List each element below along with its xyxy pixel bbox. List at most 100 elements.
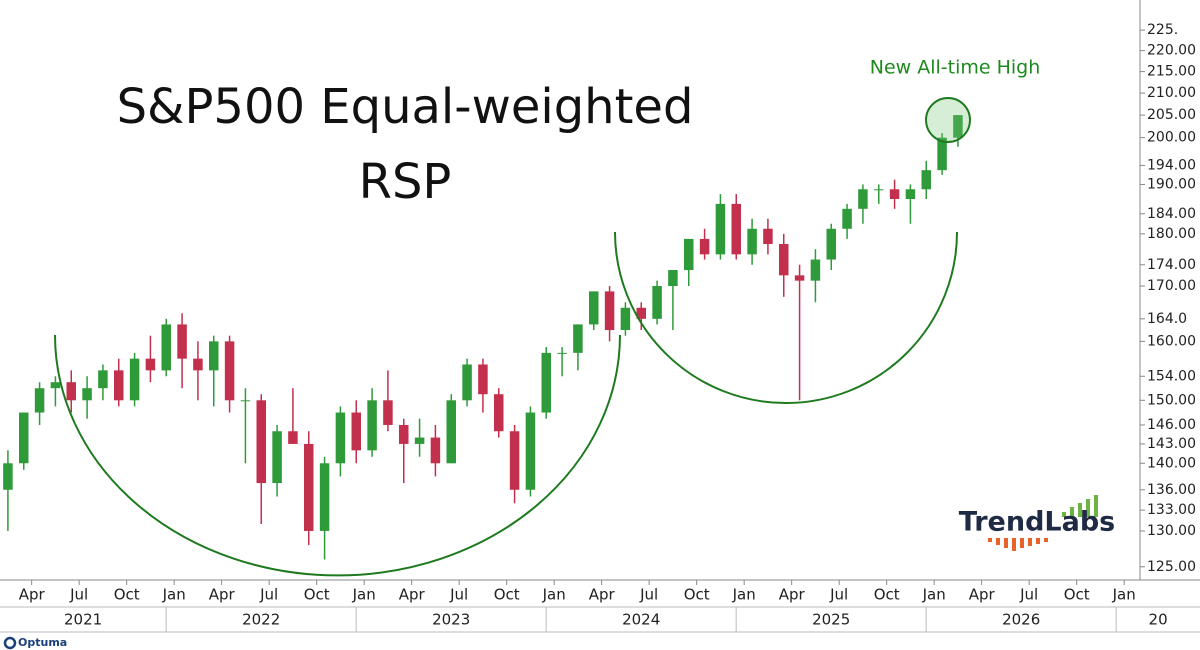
brand: TrendLabs [959, 507, 1115, 538]
chart-title: S&P500 Equal-weighted [117, 79, 694, 135]
candle-body [636, 307, 646, 319]
candle-body [779, 244, 789, 276]
candle-body [304, 443, 314, 531]
candle-body [209, 341, 219, 371]
candle-body [525, 412, 536, 490]
y-tick-label: 136.00 [1147, 482, 1196, 498]
candle-body [763, 228, 773, 245]
candle-body [573, 324, 583, 353]
candle-body [747, 228, 757, 255]
y-tick-label: 205.00 [1147, 107, 1196, 123]
candle-body [82, 388, 92, 401]
x-tick-label: Apr [969, 586, 996, 604]
candle-body [858, 189, 868, 209]
candle-body [256, 400, 266, 484]
x-tick-label: Apr [209, 586, 236, 604]
candle-body [937, 137, 947, 171]
x-tick-label: Jul [829, 586, 848, 604]
highlight-circle [925, 97, 971, 143]
year-label: 2024 [622, 611, 660, 629]
year-label: 20 [1149, 611, 1168, 629]
candle-body [874, 189, 884, 191]
candle-body [953, 115, 963, 138]
x-tick-label: Jul [639, 586, 658, 604]
x-tick-label: Jan [352, 586, 376, 604]
candle-body [541, 352, 551, 413]
x-tick-label: Jan [162, 586, 186, 604]
y-tick-label: 200.00 [1147, 130, 1196, 146]
brand-logo: TrendLabs [959, 495, 1115, 551]
x-tick-label: Jan [1112, 586, 1136, 604]
cup-arc [614, 231, 958, 404]
candles [3, 115, 963, 560]
x-tick-label: Jan [542, 586, 566, 604]
y-tick-label: 184.00 [1147, 206, 1196, 222]
y-tick-label: 160.00 [1147, 333, 1196, 349]
candle-body [272, 431, 282, 484]
candle-body [509, 431, 520, 490]
y-tick-label: 194.00 [1147, 157, 1196, 173]
chart-subtitle: RSP [359, 154, 452, 210]
x-tick-label: Apr [399, 586, 426, 604]
candle-body [335, 412, 346, 464]
year-label: 2023 [432, 611, 470, 629]
x-tick-label: Oct [114, 586, 140, 604]
candle-body [446, 400, 456, 464]
candle-body [224, 341, 235, 401]
candle-body [129, 358, 140, 401]
candle-body [604, 291, 615, 331]
candle-body [921, 170, 931, 190]
candle-body [478, 364, 488, 395]
candle-body [193, 358, 203, 371]
x-tick-label: Oct [494, 586, 520, 604]
annotation: New All-time High [870, 57, 1041, 79]
candle-body [826, 228, 836, 260]
candle-body [557, 352, 567, 354]
y-tick-label: 170.00 [1147, 278, 1196, 294]
year-label: 2025 [812, 611, 850, 629]
candle-body [399, 424, 409, 444]
candle-body [145, 358, 156, 371]
candle-body [699, 238, 710, 255]
y-tick-label: 190.00 [1147, 176, 1196, 192]
candle-body [414, 437, 425, 444]
candle-body [240, 400, 251, 402]
y-tick-label: 210.00 [1147, 85, 1196, 101]
x-tick-label: Apr [779, 586, 806, 604]
candle-body [319, 463, 330, 531]
candle-body [3, 463, 13, 490]
candle-body [19, 412, 29, 464]
y-tick-label: 225. [1147, 22, 1178, 38]
x-tick-label: Oct [684, 586, 710, 604]
candle-body [50, 382, 61, 389]
x-tick-label: Jan [732, 586, 756, 604]
y-tick-label: 154.00 [1147, 368, 1196, 384]
x-tick-label: Oct [304, 586, 330, 604]
footer: Optuma [18, 636, 67, 649]
candle-body [177, 324, 187, 359]
candle-body [668, 270, 678, 287]
footer-logo [3, 636, 17, 650]
x-tick-label: Apr [589, 586, 616, 604]
candle-body [114, 370, 124, 401]
x-tick-label: Jul [69, 586, 88, 604]
y-tick-label: 220.00 [1147, 43, 1196, 59]
candle-body [715, 203, 726, 255]
y-tick-label: 133.00 [1147, 502, 1196, 518]
cup-arc [54, 334, 621, 577]
y-tick-label: 150.00 [1147, 392, 1196, 408]
candle-body [794, 275, 805, 281]
y-tick-label: 215.00 [1147, 64, 1196, 80]
candle-body [98, 370, 108, 389]
y-tick-label: 140.00 [1147, 455, 1196, 471]
y-tick-label: 180.00 [1147, 226, 1196, 242]
candle-body [652, 286, 662, 319]
x-tick-label: Apr [19, 586, 46, 604]
candle-body [383, 400, 393, 425]
x-tick-label: Jul [1019, 586, 1038, 604]
year-label: 2022 [242, 611, 280, 629]
x-tick-label: Jan [922, 586, 946, 604]
y-tick-label: 146.00 [1147, 417, 1196, 433]
candle-body [288, 431, 298, 444]
